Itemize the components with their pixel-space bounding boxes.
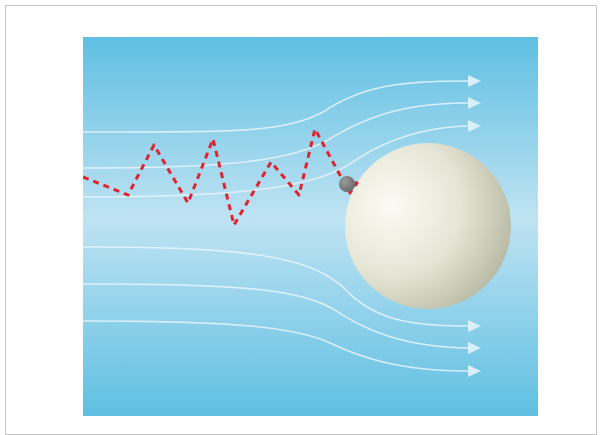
random-walk-path xyxy=(83,127,359,227)
diffusing-particle xyxy=(339,176,355,192)
streamline-lower-inner xyxy=(83,246,469,327)
figure-frame xyxy=(5,5,597,435)
flow-panel xyxy=(83,37,538,416)
streamline-lower-outer xyxy=(83,320,469,372)
streamline-lower-middle xyxy=(83,283,469,349)
streamline-upper-inner xyxy=(83,125,469,198)
collector-sphere xyxy=(345,143,511,309)
arrowhead-icon xyxy=(468,75,481,87)
streamline-upper-outer xyxy=(83,80,469,133)
arrowhead-icon xyxy=(468,365,481,377)
arrowhead-icon xyxy=(468,342,481,354)
flow-arrowheads xyxy=(468,75,481,377)
arrowhead-icon xyxy=(468,97,481,109)
particle-capture-diagram xyxy=(83,37,538,416)
arrowhead-icon xyxy=(468,320,481,332)
arrowhead-icon xyxy=(468,120,481,132)
